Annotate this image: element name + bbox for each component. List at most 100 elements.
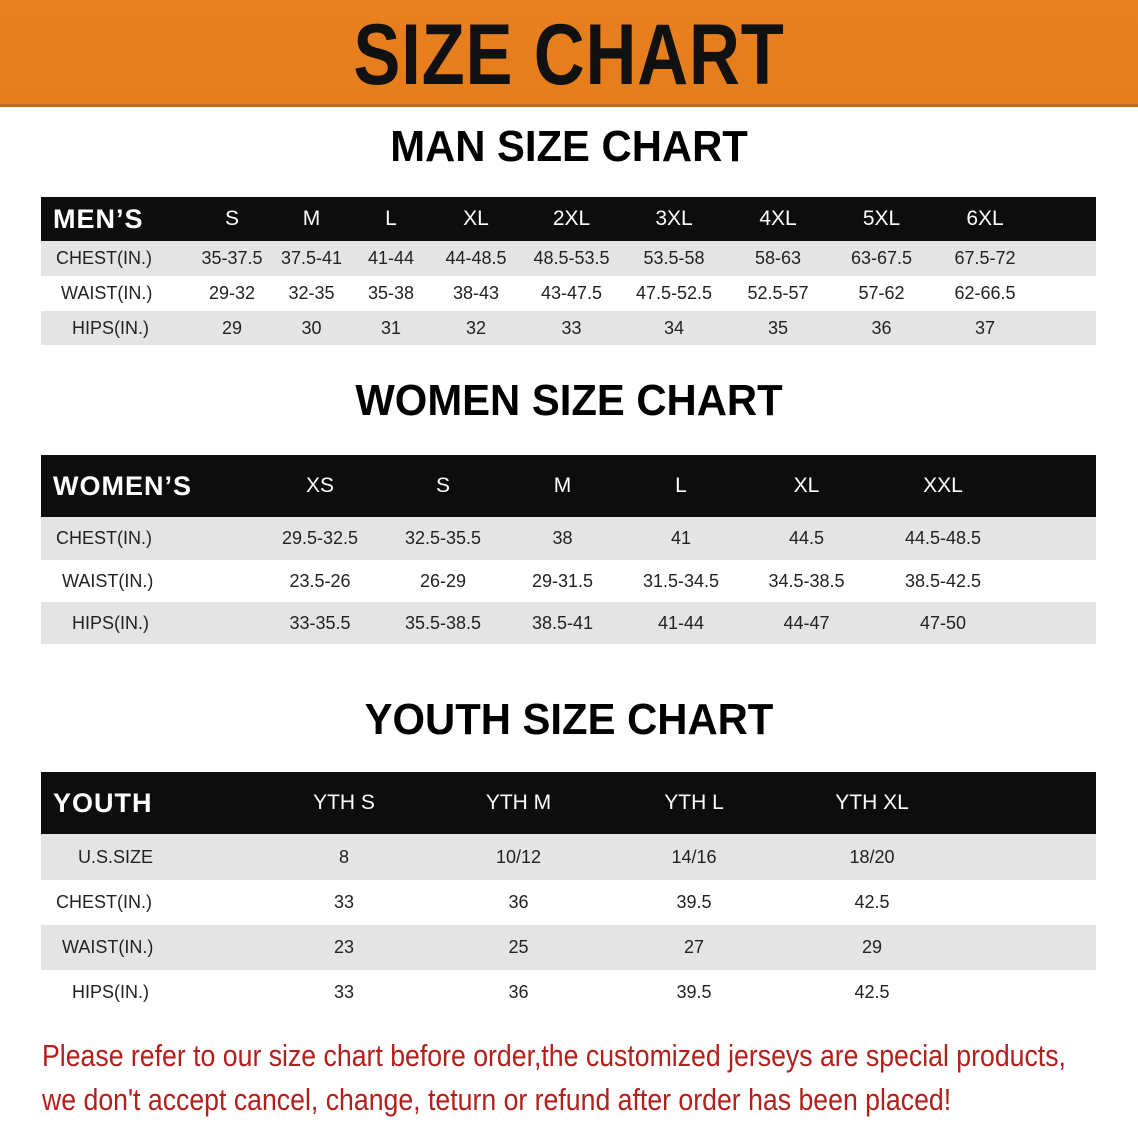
size-header: YTH L [664, 791, 724, 814]
measurement-value: 23 [333, 937, 355, 957]
measurement-value: 35.5-38.5 [404, 612, 482, 633]
measurement-label: CHEST(IN.) [56, 248, 152, 268]
measurement-value: 35 [767, 317, 789, 338]
notice-line-1: Please refer to our size chart before or… [42, 1038, 1066, 1073]
measurement-label: CHEST(IN.) [56, 892, 152, 912]
measurement-value: 26-29 [419, 570, 467, 591]
measurement-label: U.S.SIZE [78, 846, 154, 867]
men-section-title: MAN SIZE CHART [390, 122, 748, 171]
measurement-value: 41-44 [367, 248, 415, 268]
measurement-value: 38 [552, 528, 573, 548]
measurement-value: 23.5-26 [289, 570, 351, 591]
size-header: S [224, 207, 239, 230]
measurement-value: 34 [663, 317, 685, 338]
measurement-value: 41 [670, 528, 692, 548]
size-header: XXL [923, 474, 963, 497]
women-header-row: WOMEN’S XS S M L XL XXL [41, 455, 1096, 517]
size-header: L [385, 207, 397, 230]
men-size-table: MEN’S S M L XL 2XL 3XL 4XL 5XL 6XL CHEST(IN.) 35-37… [41, 197, 1096, 345]
measurement-value: 38-43 [452, 283, 500, 303]
table-row: CHEST(IN.) 35-37.5 37.5-41 41-44 44-48.5 48.5… [41, 241, 1096, 276]
measurement-value: 41-44 [657, 612, 705, 633]
size-header: 6XL [966, 207, 1004, 230]
measurement-value: 33 [333, 892, 355, 912]
measurement-label: WAIST(IN.) [61, 283, 153, 303]
measurement-value: 42.5 [854, 982, 890, 1002]
banner: SIZE CHART [0, 0, 1138, 107]
measurement-value: 14/16 [671, 846, 717, 867]
measurement-label: CHEST(IN.) [56, 528, 152, 548]
measurement-value: 18/20 [849, 846, 895, 867]
size-header: XS [305, 474, 334, 497]
measurement-value: 33 [561, 317, 582, 338]
measurement-value: 42.5 [854, 892, 890, 912]
table-row: WAIST(IN.) 29-32 32-35 35-38 38-43 43-47.5 47.… [41, 276, 1096, 311]
measurement-value: 29 [221, 317, 243, 338]
youth-table-label: YOUTH [53, 787, 153, 818]
size-header: 2XL [552, 207, 591, 230]
size-header: L [675, 474, 687, 497]
measurement-label: HIPS(IN.) [72, 982, 150, 1002]
measurement-value: 38.5-41 [531, 612, 594, 633]
measurement-value: 37 [974, 317, 996, 338]
table-row: HIPS(IN.) 29 30 31 32 33 34 35 36 37 [41, 311, 1096, 345]
size-header: M [553, 474, 572, 497]
women-size-table: WOMEN’S XS S M L XL XXL CHEST(IN.) 29.5-32.5 32.5… [41, 455, 1096, 644]
measurement-value: 33-35.5 [289, 612, 351, 633]
measurement-value: 62-66.5 [954, 283, 1016, 303]
measurement-value: 29-31.5 [531, 570, 594, 591]
banner-title: SIZE CHART [353, 7, 785, 103]
measurement-value: 53.5-58 [643, 248, 705, 268]
measurement-label: WAIST(IN.) [62, 570, 154, 591]
measurement-label: HIPS(IN.) [72, 612, 150, 633]
measurement-value: 31 [380, 317, 402, 338]
measurement-value: 33 [333, 982, 355, 1002]
measurement-value: 36 [871, 317, 892, 338]
measurement-value: 38.5-42.5 [904, 570, 982, 591]
youth-section-title: YOUTH SIZE CHART [364, 695, 774, 744]
youth-header-row: YOUTH YTH S YTH M YTH L YTH XL [41, 772, 1096, 834]
measurement-value: 43-47.5 [540, 283, 603, 303]
table-row: U.S.SIZE 8 10/12 14/16 18/20 [41, 834, 1096, 880]
size-header: XL [463, 207, 489, 230]
measurement-value: 8 [338, 846, 349, 867]
size-header: 5XL [862, 207, 901, 230]
measurement-value: 36 [508, 892, 529, 912]
measurement-value: 29.5-32.5 [281, 528, 359, 548]
measurement-value: 48.5-53.5 [533, 248, 610, 268]
size-header: M [302, 207, 321, 230]
measurement-value: 29 [861, 937, 883, 957]
measurement-value: 35-38 [367, 283, 415, 303]
table-row: WAIST(IN.) 23 25 27 29 [41, 925, 1096, 970]
measurement-value: 29-32 [208, 283, 256, 303]
table-row: CHEST(IN.) 33 36 39.5 42.5 [41, 880, 1096, 925]
size-header: 3XL [655, 207, 693, 230]
notice-line-2: we don't accept cancel, change, teturn o… [42, 1082, 952, 1117]
measurement-value: 27 [683, 937, 705, 957]
measurement-value: 67.5-72 [954, 248, 1016, 268]
measurement-value: 36 [508, 982, 529, 1002]
measurement-value: 32 [465, 317, 487, 338]
measurement-value: 63-67.5 [850, 248, 913, 268]
measurement-value: 47.5-52.5 [635, 283, 713, 303]
measurement-value: 44-48.5 [445, 248, 507, 268]
size-header: XL [793, 474, 820, 497]
table-row: WAIST(IN.) 23.5-26 26-29 29-31.5 31.5-34.5 34… [41, 560, 1096, 602]
men-table-label: MEN’S [53, 203, 144, 234]
table-row: HIPS(IN.) 33 36 39.5 42.5 [41, 970, 1096, 1015]
youth-size-table: YOUTH YTH S YTH M YTH L YTH XL U.S.SIZE 8 10/12… [41, 772, 1096, 1015]
measurement-value: 58-63 [754, 248, 802, 268]
table-row: CHEST(IN.) 29.5-32.5 32.5-35.5 38 41 44.5 44.5… [41, 517, 1096, 560]
size-header: YTH S [313, 791, 375, 814]
size-header: S [435, 474, 450, 497]
women-section-title: WOMEN SIZE CHART [355, 376, 783, 425]
measurement-value: 37.5-41 [280, 248, 343, 268]
measurement-value: 44.5 [788, 528, 825, 548]
measurement-value: 10/12 [495, 846, 542, 867]
women-table-label: WOMEN’S [53, 470, 192, 501]
measurement-value: 32.5-35.5 [404, 528, 482, 548]
measurement-value: 35-37.5 [201, 248, 263, 268]
size-header: YTH XL [835, 791, 909, 814]
measurement-value: 25 [508, 937, 529, 957]
measurement-value: 31.5-34.5 [642, 570, 720, 591]
